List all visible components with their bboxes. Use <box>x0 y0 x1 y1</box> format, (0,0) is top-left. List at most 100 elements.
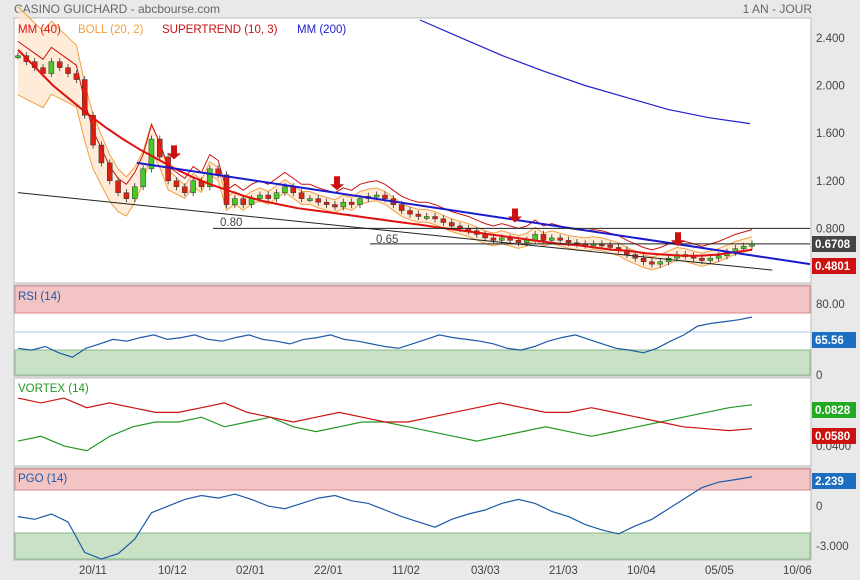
rsi-series <box>17 316 753 358</box>
candle-body <box>490 237 497 241</box>
candle-body <box>707 257 714 261</box>
badge-vortex-minus: 0.0580 <box>812 428 856 444</box>
candle-body <box>382 194 388 199</box>
legend-mm200: MM (200) <box>297 24 346 36</box>
candle-body <box>649 261 655 265</box>
candle-body <box>549 237 555 241</box>
rsi-oversold-zone <box>14 349 811 376</box>
x-tick-label: 05/05 <box>705 565 734 577</box>
svg-text:0.0580: 0.0580 <box>815 431 850 443</box>
candle-body <box>607 244 613 248</box>
x-tick-label: 10/12 <box>158 565 187 577</box>
y-tick-label: 80.00 <box>816 299 845 311</box>
vortex-series <box>17 397 753 452</box>
candle-body <box>107 162 113 182</box>
legend-mm40: MM (40) <box>18 24 61 36</box>
y-tick-label: 2.000 <box>816 81 845 93</box>
vortex-panel <box>13 377 812 467</box>
candle-body <box>307 198 313 201</box>
candle-body <box>140 168 146 187</box>
rsi-overbought-zone <box>14 285 811 314</box>
badge-last-price: 0.6708 <box>812 236 856 252</box>
trend-line <box>136 161 811 266</box>
y-tick-label: 1.600 <box>816 128 845 140</box>
x-tick-label: 03/03 <box>471 565 500 577</box>
candle-body <box>123 192 130 199</box>
legend-supertrend: SUPERTREND (10, 3) <box>162 24 278 36</box>
candle-body <box>65 67 71 74</box>
chart-title: CASINO GUICHARD - abcbourse.com <box>14 2 221 16</box>
x-tick-label: 20/11 <box>79 565 107 577</box>
candle-body <box>440 218 447 223</box>
y-tick-label: 2.400 <box>816 33 845 45</box>
candle-body <box>557 237 563 241</box>
y-tick-label: 0.800 <box>816 223 845 235</box>
svg-text:0.6708: 0.6708 <box>815 239 851 251</box>
legend-boll: BOLL (20, 2) <box>78 24 144 36</box>
mm40-line <box>17 49 753 257</box>
candle-body <box>357 198 363 205</box>
x-tick-label: 10/04 <box>627 565 656 577</box>
badge-supertrend: 0.4801 <box>812 258 856 274</box>
candle-body <box>273 192 280 199</box>
candle-body <box>265 194 271 199</box>
candle-body <box>298 192 305 199</box>
y-tick-label: 1.200 <box>816 176 845 188</box>
sell-signal-arrow-icon <box>330 176 344 191</box>
candle-body <box>423 216 430 219</box>
candle-body <box>657 261 663 265</box>
candle-body <box>515 240 522 243</box>
candle-body <box>348 201 355 205</box>
pgo-lower-zone <box>14 532 811 560</box>
candle-body <box>240 198 246 205</box>
pgo-upper-zone <box>14 468 811 491</box>
candle-body <box>340 201 347 208</box>
trend-line <box>17 192 773 271</box>
candle-body <box>407 210 413 215</box>
price-line-label-080: 0.80 <box>220 217 242 229</box>
svg-text:65.56: 65.56 <box>815 335 844 347</box>
candle-body <box>173 180 180 187</box>
sell-signal-arrow-icon <box>671 232 685 247</box>
candle-body <box>524 240 530 243</box>
chart-period[interactable]: 1 AN - JOUR <box>742 2 812 16</box>
candle-body <box>715 255 722 259</box>
bollinger-lower <box>17 93 753 271</box>
candle-body <box>40 67 46 74</box>
rsi-line <box>17 316 753 358</box>
candle-body <box>182 186 188 193</box>
candle-body <box>332 204 338 208</box>
mm200-line <box>419 19 751 125</box>
x-tick-label: 10/06 <box>783 565 812 577</box>
candle-body <box>540 234 547 241</box>
candle-body <box>315 198 322 203</box>
candle-body <box>115 180 121 193</box>
supertrend-line <box>17 40 753 251</box>
candle-body <box>282 186 288 193</box>
x-tick-label: 02/01 <box>236 565 265 577</box>
y-tick-label: 0 <box>816 501 822 513</box>
y-tick-label: -3.000 <box>816 541 849 553</box>
candle-body <box>373 194 380 198</box>
pgo-line <box>17 476 753 560</box>
x-tick-label: 22/01 <box>314 565 343 577</box>
pgo-series <box>17 476 753 560</box>
candle-body <box>740 246 747 249</box>
candle-body <box>132 186 138 199</box>
candle-body <box>248 198 255 205</box>
svg-text:0.0828: 0.0828 <box>815 405 851 417</box>
badge-vortex-plus: 0.0828 <box>812 402 856 418</box>
x-tick-label: 11/02 <box>392 565 420 577</box>
candle-body <box>232 198 238 205</box>
candle-body <box>432 216 438 220</box>
candle-body <box>48 61 55 74</box>
sell-signal-arrow-icon <box>508 208 522 223</box>
legend-vortex: VORTEX (14) <box>18 383 89 395</box>
legend-rsi: RSI (14) <box>18 291 61 303</box>
legend-pgo: PGO (14) <box>18 473 67 485</box>
sell-signal-arrow-icon <box>167 145 181 160</box>
candle-body <box>81 79 88 116</box>
badge-rsi: 65.56 <box>812 332 856 348</box>
candle-body <box>56 61 63 68</box>
